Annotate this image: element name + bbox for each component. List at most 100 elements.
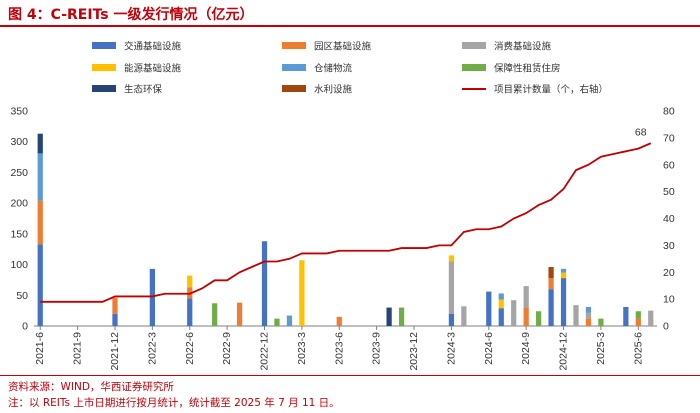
y-right-tick-label: 40 <box>663 213 675 225</box>
bar-segment <box>274 318 280 326</box>
note-text: 注：以 REITs 上市日期进行按月统计，统计截至 2025 年 7 月 11 … <box>8 397 340 409</box>
bar-segment <box>548 278 554 290</box>
y-right-tick-label: 80 <box>663 106 675 118</box>
y-left-tick-label: 0 <box>22 321 28 333</box>
bar-segment <box>448 255 455 262</box>
x-tick-label: 2023-3 <box>296 332 308 365</box>
y-left-tick-label: 250 <box>10 167 28 179</box>
legend-swatch <box>92 85 116 92</box>
x-tick-label: 2023-12 <box>408 332 420 371</box>
source-text: 资料来源：WIND，华西证券研究所 <box>8 381 174 393</box>
y-right-tick-label: 50 <box>663 186 675 198</box>
bar-segment <box>623 306 629 326</box>
x-tick-label: 2024-9 <box>520 332 532 365</box>
bar-segment <box>336 316 342 326</box>
bar-segment <box>398 307 405 326</box>
bar-segment <box>635 311 641 319</box>
x-tick-label: 2024-3 <box>445 332 457 365</box>
bar-segment <box>37 200 43 245</box>
line-end-label: 68 <box>635 126 647 138</box>
legend-label: 能源基础设施 <box>124 63 182 75</box>
bar-segment <box>585 306 592 313</box>
x-tick-label: 2022-9 <box>221 332 233 365</box>
x-tick-label: 2024-12 <box>558 332 570 371</box>
bar-segment <box>187 298 193 326</box>
x-tick-label: 2022-6 <box>184 332 196 365</box>
bar-segment <box>573 305 579 326</box>
x-tick-label: 2025-6 <box>632 332 644 365</box>
bar-segment <box>536 311 542 326</box>
bar-segment <box>560 278 567 326</box>
y-left-tick-label: 300 <box>10 136 28 148</box>
bar-segment <box>523 286 529 308</box>
legend-swatch <box>282 85 306 92</box>
x-tick-label: 2021-9 <box>72 332 84 365</box>
y-right-tick-label: 20 <box>663 267 675 279</box>
x-tick-label: 2022-3 <box>146 332 158 365</box>
bar-segment <box>112 313 118 326</box>
cumulative-line <box>40 142 652 303</box>
bar-segment <box>461 306 467 326</box>
bar-segment <box>386 307 392 326</box>
legend-swatch <box>282 42 306 49</box>
x-tick-label: 2021-12 <box>109 332 121 371</box>
bar-segment <box>511 300 517 326</box>
bar-segment <box>37 133 43 154</box>
bar-segment <box>149 268 155 326</box>
y-left-tick-label: 100 <box>10 259 28 271</box>
y-right-tick-label: 70 <box>663 132 675 144</box>
x-tick-label: 2025-3 <box>595 332 607 365</box>
x-tick-label: 2024-6 <box>483 332 495 365</box>
bar-segment <box>548 289 554 326</box>
legend-label: 消费基础设施 <box>494 41 552 53</box>
y-left-tick-label: 350 <box>10 106 28 118</box>
bar-segment <box>236 302 243 326</box>
bar-segment <box>212 303 218 326</box>
x-tick-label: 2022-12 <box>259 332 271 371</box>
bar-segment <box>486 291 492 326</box>
legend-swatch <box>462 42 486 49</box>
bar-segment <box>498 293 504 300</box>
x-tick-label: 2023-9 <box>371 332 383 365</box>
y-right-tick-label: 0 <box>663 321 669 333</box>
bar-segment <box>299 260 305 326</box>
bar-segment <box>598 318 604 326</box>
bar-segment <box>448 313 455 326</box>
y-left-tick-label: 50 <box>16 290 28 302</box>
y-right-tick-label: 30 <box>663 240 675 252</box>
legend-swatch <box>92 42 116 49</box>
title-rule <box>0 25 700 27</box>
bar-segment <box>635 318 641 326</box>
y-left-tick-label: 200 <box>10 198 28 210</box>
footer-rule <box>0 375 700 376</box>
bar-segment <box>560 268 567 273</box>
legend-label: 水利设施 <box>314 84 353 96</box>
legend-label: 项目累计数量（个，右轴） <box>494 84 608 96</box>
bar-segment <box>548 267 554 279</box>
x-tick-label: 2023-6 <box>333 332 345 365</box>
bar-segment <box>187 275 193 288</box>
bar-segment <box>448 261 455 314</box>
bar-segment <box>523 307 529 326</box>
legend-swatch <box>92 64 116 71</box>
bar-segment <box>37 153 43 201</box>
legend-label: 保障性租赁住房 <box>494 63 561 75</box>
bar-segment <box>585 312 592 319</box>
legend-swatch <box>462 64 486 71</box>
bar-segment <box>37 244 43 326</box>
bar-segment <box>560 272 567 279</box>
y-left-tick-label: 150 <box>10 228 28 240</box>
legend-label: 交通基础设施 <box>124 41 182 53</box>
bar-segment <box>498 299 504 309</box>
legend-label: 园区基础设施 <box>314 41 372 53</box>
x-tick-label: 2021-6 <box>34 332 46 365</box>
bar-segment <box>286 315 293 326</box>
bar-segment <box>585 318 592 326</box>
bar-segment <box>648 310 654 326</box>
y-right-tick-label: 10 <box>663 294 675 306</box>
legend-swatch <box>282 64 306 71</box>
figure-title: 图 4：C-REITs 一级发行情况（亿元） <box>8 7 254 23</box>
bar-segment <box>112 297 118 314</box>
legend-label: 仓储物流 <box>314 63 353 75</box>
